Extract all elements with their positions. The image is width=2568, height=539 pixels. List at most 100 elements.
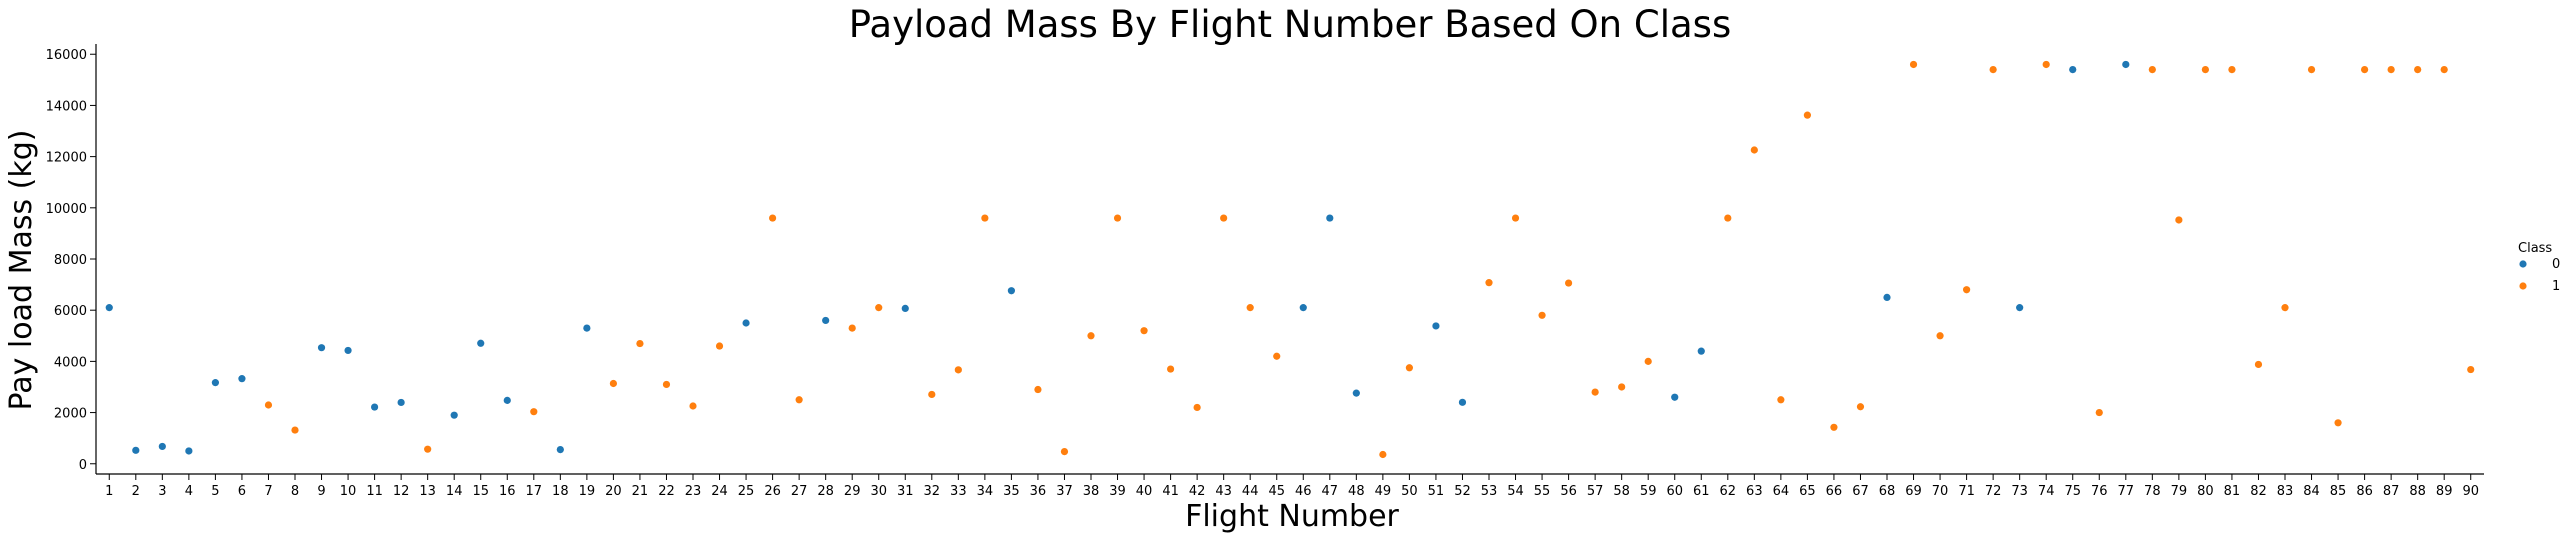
x-tick-label: 51 [1428, 484, 1445, 499]
x-tick-label: 59 [1640, 484, 1657, 499]
data-point-class-1 [689, 402, 697, 410]
x-tick-label: 13 [419, 484, 436, 499]
x-tick-label: 71 [1958, 484, 1975, 499]
data-point-class-0 [2069, 65, 2077, 74]
x-tick-label: 76 [2091, 484, 2108, 499]
x-tick-label: 84 [2303, 484, 2320, 499]
x-tick-label: 15 [472, 484, 489, 499]
data-point-class-0 [556, 446, 564, 454]
data-point-class-1 [2414, 65, 2422, 74]
x-tick-label: 11 [366, 484, 383, 499]
data-point-class-0 [1352, 389, 1360, 397]
x-tick-label: 29 [844, 484, 861, 499]
x-tick-label: 23 [685, 484, 702, 499]
data-point-class-0 [1671, 393, 1679, 401]
x-tick-label: 34 [977, 484, 994, 499]
x-tick-label: 40 [1136, 484, 1153, 499]
legend-title: Class [2518, 241, 2552, 256]
x-tick-label: 57 [1587, 484, 1604, 499]
data-point-class-1 [1803, 111, 1811, 119]
legend: Class 0 1 [2518, 241, 2560, 294]
x-tick-label: 41 [1162, 484, 1179, 499]
x-tick-label: 78 [2144, 484, 2161, 499]
data-point-class-0 [1326, 214, 1334, 222]
x-tick-label: 74 [2038, 484, 2055, 499]
x-tick-label: 52 [1454, 484, 1471, 499]
data-point-class-1 [1193, 403, 1201, 412]
x-tick-label: 54 [1507, 484, 1524, 499]
x-tick-label: 67 [1852, 484, 1869, 499]
data-point-class-1 [2148, 65, 2156, 74]
legend-marker-1 [2519, 282, 2527, 290]
x-tick-label: 72 [1985, 484, 2002, 499]
x-tick-label: 10 [340, 484, 357, 499]
x-tick-label: 19 [579, 484, 596, 499]
x-tick-label: 14 [446, 484, 463, 499]
data-point-class-1 [2281, 304, 2289, 312]
x-tick-label: 16 [499, 484, 516, 499]
data-point-class-0 [185, 447, 193, 455]
x-tick-label: 46 [1295, 484, 1312, 499]
x-tick-label: 48 [1348, 484, 1365, 499]
x-tick-label: 32 [924, 484, 941, 499]
x-tick-label: 58 [1613, 484, 1630, 499]
data-point-class-1 [264, 401, 273, 409]
x-tick-label: 5 [211, 484, 219, 499]
x-tick-label: 87 [2383, 484, 2400, 499]
chart-title: Payload Mass By Flight Number Based On C… [849, 3, 1731, 46]
x-tick-label: 66 [1826, 484, 1843, 499]
data-point-class-0 [238, 375, 246, 383]
data-point-class-1 [1989, 65, 1997, 74]
legend-label-1: 1 [2552, 279, 2560, 294]
data-point-class-1 [1113, 214, 1122, 222]
x-tick-label: 35 [1003, 484, 1020, 499]
data-points [105, 60, 2475, 459]
x-tick-label: 26 [764, 484, 781, 499]
y-tick-label: 14000 [46, 99, 87, 114]
x-tick-label: 28 [817, 484, 834, 499]
x-tick-label: 8 [291, 484, 299, 499]
data-point-class-1 [2095, 408, 2103, 417]
data-point-class-1 [848, 324, 856, 332]
data-point-class-1 [1538, 311, 1546, 319]
data-point-class-1 [2228, 65, 2236, 74]
x-tick-label: 33 [950, 484, 967, 499]
data-point-class-1 [769, 214, 777, 222]
x-tick-label: 61 [1693, 484, 1710, 499]
data-point-class-1 [2307, 65, 2316, 74]
data-point-class-1 [981, 214, 989, 222]
data-point-class-0 [1299, 304, 1307, 312]
data-point-class-1 [2334, 419, 2342, 427]
data-point-class-1 [291, 426, 299, 434]
x-tick-label: 81 [2224, 484, 2241, 499]
x-tick-label: 22 [658, 484, 675, 499]
x-tick-label: 21 [632, 484, 649, 499]
x-tick-label: 27 [791, 484, 808, 499]
x-tick-label: 25 [738, 484, 755, 499]
x-tick-label: 65 [1799, 484, 1816, 499]
y-axis-title: Pay load Mass (kg) [4, 130, 39, 411]
x-tick-label: 50 [1401, 484, 1418, 499]
x-tick-label: 64 [1773, 484, 1790, 499]
data-point-class-1 [1060, 448, 1069, 456]
x-tick-label: 20 [605, 484, 622, 499]
data-point-class-0 [822, 316, 830, 325]
x-tick-label: 68 [1879, 484, 1896, 499]
y-tick-label: 0 [79, 458, 87, 473]
x-tick-label: 88 [2409, 484, 2426, 499]
data-point-class-1 [954, 366, 962, 374]
x-tick-label: 55 [1534, 484, 1551, 499]
legend-label-0: 0 [2552, 257, 2560, 272]
x-tick-label: 43 [1215, 484, 1232, 499]
x-tick-label: 37 [1056, 484, 1073, 499]
data-point-class-1 [2042, 60, 2050, 69]
x-tick-label: 44 [1242, 484, 1259, 499]
data-point-class-1 [1644, 357, 1652, 365]
data-point-class-1 [1963, 286, 1971, 294]
data-point-class-1 [1936, 332, 1944, 340]
x-tick-label: 9 [317, 484, 325, 499]
data-point-class-0 [901, 304, 909, 312]
x-tick-label: 47 [1322, 484, 1339, 499]
data-point-class-1 [2254, 360, 2263, 369]
x-tick-label: 82 [2250, 484, 2267, 499]
